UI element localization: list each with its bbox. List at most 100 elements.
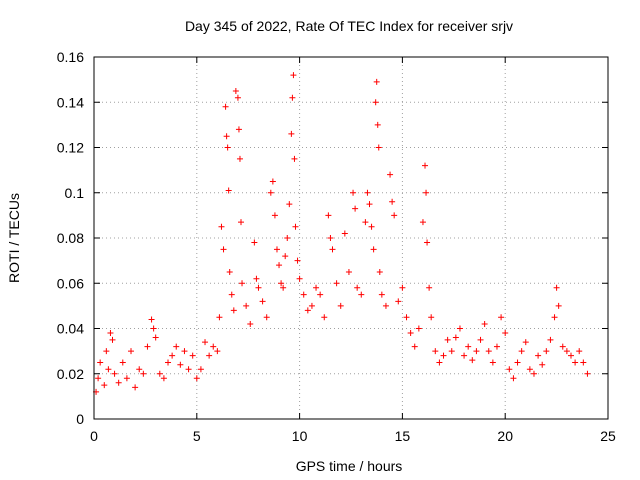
data-point (395, 298, 402, 305)
data-point (181, 348, 188, 355)
data-point (238, 219, 245, 226)
data-point (226, 268, 233, 275)
data-point (389, 198, 396, 205)
data-point (111, 370, 118, 377)
data-point (448, 348, 455, 355)
data-point (128, 348, 135, 355)
data-point (327, 235, 334, 241)
data-point (317, 291, 324, 298)
data-point (223, 133, 230, 140)
data-point (572, 359, 579, 366)
data-point (580, 359, 587, 366)
data-point (173, 343, 180, 350)
y-tick-label: 0.08 (57, 230, 84, 246)
data-point (165, 359, 172, 366)
data-point (107, 330, 114, 337)
data-point (193, 375, 200, 382)
data-point (535, 352, 542, 359)
data-point (177, 361, 184, 368)
data-point (236, 155, 243, 162)
data-point (563, 348, 570, 355)
data-point (415, 325, 422, 332)
data-point (530, 370, 537, 377)
data-point (489, 359, 496, 366)
data-point (300, 291, 307, 298)
data-point (403, 314, 410, 321)
data-point (506, 366, 513, 373)
data-point (101, 382, 108, 389)
data-point (518, 348, 525, 355)
data-point (461, 352, 468, 359)
data-point (228, 291, 235, 298)
data-point (325, 212, 332, 219)
data-point (288, 130, 295, 137)
data-point (105, 366, 112, 373)
grid (94, 57, 608, 419)
data-point (432, 348, 439, 355)
data-point (235, 126, 242, 133)
data-point (282, 253, 289, 260)
data-point (576, 348, 583, 355)
data-point (426, 284, 433, 291)
data-point (218, 223, 225, 230)
data-point (224, 144, 231, 151)
data-point (269, 178, 276, 185)
data-point (234, 94, 241, 101)
data-point (354, 284, 361, 291)
data-point (289, 94, 296, 101)
data-point (136, 366, 143, 373)
data-point (341, 230, 348, 237)
x-tick-label: 20 (497, 428, 513, 444)
data-point (97, 359, 104, 366)
y-tick-label: 0.02 (57, 366, 84, 382)
data-point (547, 336, 554, 343)
data-point (444, 336, 451, 343)
data-point (247, 320, 254, 327)
data-point (239, 280, 246, 287)
y-tick-label: 0.04 (57, 321, 84, 337)
data-point (465, 343, 472, 350)
data-point (358, 291, 365, 298)
data-point (514, 359, 521, 366)
data-point (553, 284, 560, 291)
data-point (150, 325, 157, 332)
data-point (399, 284, 406, 291)
data-point (440, 352, 447, 359)
data-point (140, 370, 147, 377)
data-point (526, 366, 533, 373)
data-point (286, 201, 293, 208)
data-point (273, 246, 280, 253)
data-point (296, 275, 303, 282)
y-tick-label: 0.1 (65, 185, 85, 201)
data-point (378, 291, 385, 298)
data-point (424, 239, 431, 246)
data-point (477, 336, 484, 343)
data-point (567, 352, 574, 359)
chart-title: Day 345 of 2022, Rate Of TEC Index for r… (185, 18, 513, 34)
data-point (214, 348, 221, 355)
data-point (119, 359, 126, 366)
data-point (304, 307, 311, 314)
data-point (522, 339, 529, 346)
y-axis: 0 0.02 0.04 0.06 0.08 0.1 0.12 0.14 0.16 (57, 49, 608, 427)
x-tick-label: 5 (193, 428, 201, 444)
data-points (93, 72, 591, 395)
data-point (370, 246, 377, 253)
data-point (510, 375, 517, 382)
data-point (148, 316, 155, 323)
x-tick-label: 15 (395, 428, 411, 444)
data-point (267, 189, 274, 196)
data-point (132, 384, 139, 391)
data-point (278, 280, 285, 287)
data-point (373, 78, 380, 85)
data-point (216, 314, 223, 321)
data-point (291, 155, 298, 162)
data-point (294, 257, 301, 264)
data-point (220, 246, 227, 253)
data-point (280, 284, 287, 291)
data-point (251, 239, 258, 246)
data-point (337, 302, 344, 309)
y-tick-label: 0.16 (57, 49, 84, 65)
data-point (498, 314, 505, 321)
